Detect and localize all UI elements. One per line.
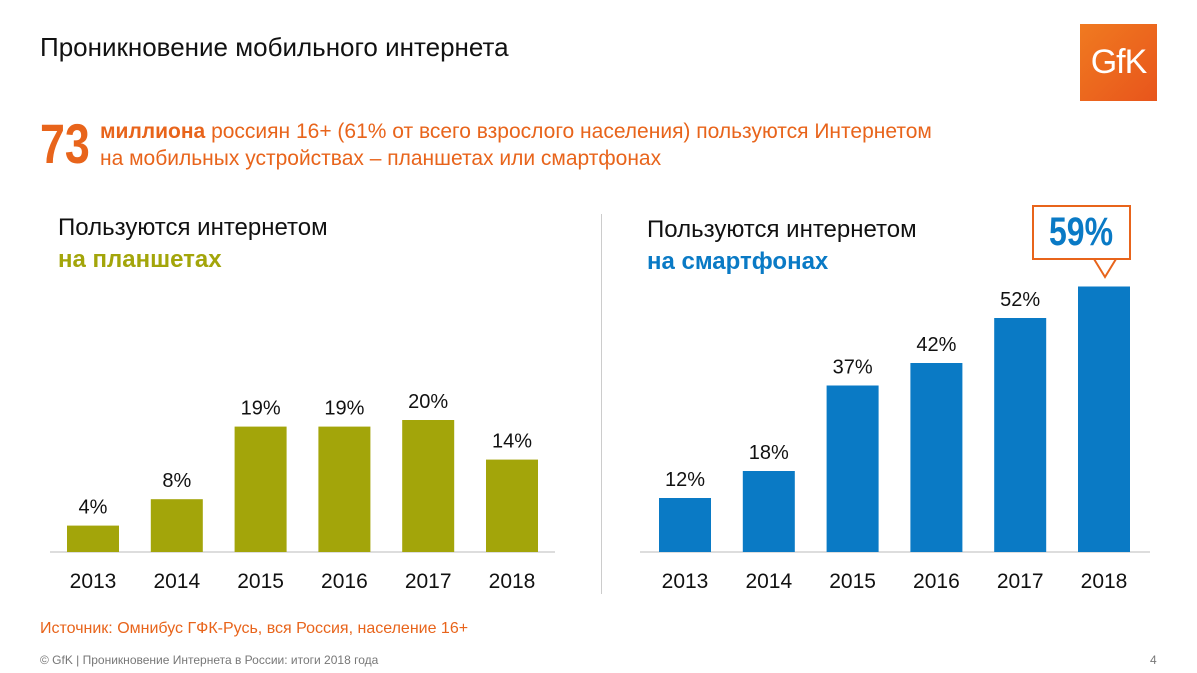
tablet-year-label: 2013 bbox=[70, 570, 117, 593]
tablet-subtitle: на планшетах bbox=[58, 246, 222, 273]
smartphone-value-label: 12% bbox=[665, 469, 705, 491]
tablet-year-label: 2016 bbox=[321, 570, 368, 593]
smartphone-year-label: 2017 bbox=[997, 570, 1044, 593]
callout-text: 59% bbox=[1049, 210, 1114, 254]
tablet-year-label: 2014 bbox=[153, 570, 200, 593]
gfk-logo: GfK bbox=[1080, 24, 1157, 101]
smartphone-year-label: 2013 bbox=[662, 570, 709, 593]
divider bbox=[601, 214, 602, 594]
tablet-title: Пользуются интернетом bbox=[58, 214, 328, 241]
smartphone-year-label: 2018 bbox=[1081, 570, 1128, 593]
tablet-value-label: 19% bbox=[324, 398, 364, 420]
smartphone-subtitle: на смартфонах bbox=[647, 248, 829, 275]
tablet-bar-2017 bbox=[402, 420, 455, 552]
callout-2018: 59% bbox=[1032, 205, 1131, 260]
smartphone-value-label: 52% bbox=[1000, 289, 1040, 311]
source-note: Источник: Омнибус ГФК-Русь, вся Россия, … bbox=[40, 620, 469, 637]
smartphone-bar-2017 bbox=[994, 318, 1047, 552]
page-number: 4 bbox=[1150, 653, 1157, 667]
smartphone-year-label: 2015 bbox=[829, 570, 876, 593]
tablet-year-label: 2018 bbox=[489, 570, 536, 593]
tablet-value-label: 4% bbox=[79, 497, 108, 519]
page-title: Проникновение мобильного интернета bbox=[40, 32, 509, 62]
smartphone-value-label: 18% bbox=[749, 442, 789, 464]
smartphone-chart-title: Пользуются интернетом на смартфонах bbox=[647, 214, 917, 278]
headline-text: миллиона россиян 16+ (61% от всего взрос… bbox=[100, 118, 932, 172]
footer: © GfK | Проникновение Интернета в России… bbox=[40, 653, 379, 667]
tablet-year-label: 2015 bbox=[237, 570, 284, 593]
smartphone-value-label: 42% bbox=[916, 334, 956, 356]
tablet-value-label: 14% bbox=[492, 431, 532, 453]
headline-bold: миллиона bbox=[100, 120, 206, 143]
headline-line1: россиян 16+ (61% от всего взрослого насе… bbox=[205, 120, 932, 143]
smartphone-bar-2015 bbox=[826, 385, 879, 552]
smartphone-year-label: 2014 bbox=[745, 570, 792, 593]
smartphone-bar-2013 bbox=[659, 498, 711, 552]
smartphone-title: Пользуются интернетом bbox=[647, 216, 917, 243]
smartphone-year-label: 2016 bbox=[913, 570, 960, 593]
smartphone-bar-2016 bbox=[910, 363, 963, 552]
tablet-bar-2013 bbox=[67, 525, 119, 552]
tablet-bar-2016 bbox=[318, 426, 371, 552]
smartphone-bar-2014 bbox=[742, 471, 795, 552]
tablet-value-label: 20% bbox=[408, 391, 448, 413]
headline-line2: на мобильных устройствах – планшетах или… bbox=[100, 147, 662, 170]
tablet-value-label: 8% bbox=[162, 470, 191, 492]
tablet-chart-title: Пользуются интернетом на планшетах bbox=[58, 212, 328, 276]
smartphone-bar-2018 bbox=[1078, 286, 1130, 552]
smartphone-value-label: 37% bbox=[833, 357, 873, 379]
tablet-value-label: 19% bbox=[241, 398, 281, 420]
tablet-bar-2014 bbox=[150, 499, 203, 552]
headline-number: 73 bbox=[40, 112, 90, 175]
tablet-year-label: 2017 bbox=[405, 570, 452, 593]
tablet-bar-2018 bbox=[486, 459, 538, 552]
tablet-bar-2015 bbox=[234, 426, 287, 552]
